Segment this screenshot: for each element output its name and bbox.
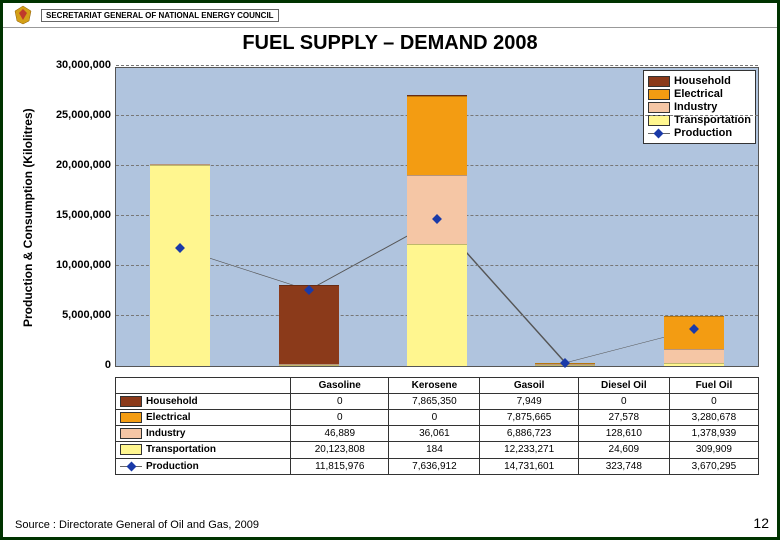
table-row: Electrical007,875,66527,5783,280,678 xyxy=(116,410,759,426)
table-cell: 1,378,939 xyxy=(669,426,758,442)
table-cell: 0 xyxy=(291,394,389,410)
row-swatch xyxy=(120,461,142,472)
table-row-header: Electrical xyxy=(116,410,291,426)
table-cell: 20,123,808 xyxy=(291,442,389,458)
table-col-header xyxy=(116,378,291,394)
y-tick: 30,000,000 xyxy=(56,59,111,71)
table-cell: 7,636,912 xyxy=(389,458,480,474)
table-cell: 7,865,350 xyxy=(389,394,480,410)
chart-title: FUEL SUPPLY – DEMAND 2008 xyxy=(3,32,777,55)
source-footer: Source : Directorate General of Oil and … xyxy=(15,519,259,531)
table-cell: 309,909 xyxy=(669,442,758,458)
table-cell: 12,233,271 xyxy=(480,442,578,458)
plot-area: HouseholdElectricalIndustryTransportatio… xyxy=(115,67,759,367)
table-row-header: Production xyxy=(116,458,291,474)
bar-segment xyxy=(279,365,339,366)
table-col-header: Fuel Oil xyxy=(669,378,758,394)
legend-swatch xyxy=(648,115,670,126)
legend-swatch xyxy=(648,89,670,100)
table-cell: 0 xyxy=(389,410,480,426)
y-tick: 0 xyxy=(105,359,111,371)
table-col-header: Kerosene xyxy=(389,378,480,394)
data-table: GasolineKeroseneGasoilDiesel OilFuel Oil… xyxy=(115,377,759,475)
row-swatch xyxy=(120,428,142,439)
table-cell: 7,949 xyxy=(480,394,578,410)
y-axis-label: Production & Consumption (Kilolitres) xyxy=(21,59,39,377)
legend-row: Production xyxy=(648,127,751,139)
chart: Production & Consumption (Kilolitres) 0 5… xyxy=(21,59,759,377)
table-row: Production11,815,9767,636,91214,731,6013… xyxy=(116,458,759,474)
table-cell: 7,875,665 xyxy=(480,410,578,426)
table-row: Transportation20,123,80818412,233,27124,… xyxy=(116,442,759,458)
bar-segment xyxy=(407,96,467,175)
table-cell: 3,670,295 xyxy=(669,458,758,474)
row-swatch xyxy=(120,396,142,407)
y-tick: 25,000,000 xyxy=(56,109,111,121)
table-cell: 14,731,601 xyxy=(480,458,578,474)
table-header-row: GasolineKeroseneGasoilDiesel OilFuel Oil xyxy=(116,378,759,394)
table-col-header: Gasoline xyxy=(291,378,389,394)
bar-segment xyxy=(664,363,724,366)
legend-label: Household xyxy=(674,75,731,87)
table-row: Household07,865,3507,94900 xyxy=(116,394,759,410)
y-ticks: 0 5,000,000 10,000,000 15,000,000 20,000,000… xyxy=(39,59,115,377)
table-col-header: Diesel Oil xyxy=(578,378,669,394)
legend-row: Household xyxy=(648,75,751,87)
table-row-header: Household xyxy=(116,394,291,410)
y-tick: 15,000,000 xyxy=(56,209,111,221)
bar-segment xyxy=(279,285,339,364)
legend-label: Production xyxy=(674,127,732,139)
legend-swatch xyxy=(648,76,670,87)
table-cell: 6,886,723 xyxy=(480,426,578,442)
table-cell: 46,889 xyxy=(291,426,389,442)
page-number: 12 xyxy=(753,515,769,531)
legend-swatch xyxy=(648,130,670,137)
table-cell: 0 xyxy=(669,394,758,410)
legend-label: Industry xyxy=(674,101,717,113)
table-row-header: Industry xyxy=(116,426,291,442)
legend: HouseholdElectricalIndustryTransportatio… xyxy=(643,70,756,144)
table-cell: 24,609 xyxy=(578,442,669,458)
legend-row: Industry xyxy=(648,101,751,113)
bar-column xyxy=(407,95,467,366)
y-tick: 10,000,000 xyxy=(56,259,111,271)
table-row: Industry46,88936,0616,886,723128,6101,37… xyxy=(116,426,759,442)
table-cell: 128,610 xyxy=(578,426,669,442)
gridline xyxy=(116,65,758,66)
table-cell: 36,061 xyxy=(389,426,480,442)
table-cell: 323,748 xyxy=(578,458,669,474)
bar-segment xyxy=(664,349,724,363)
table-cell: 184 xyxy=(389,442,480,458)
table-cell: 3,280,678 xyxy=(669,410,758,426)
table-cell: 0 xyxy=(291,410,389,426)
bar-segment xyxy=(150,165,210,366)
crest-icon xyxy=(11,5,35,25)
table-cell: 27,578 xyxy=(578,410,669,426)
bar-segment xyxy=(407,175,467,244)
table-row-header: Transportation xyxy=(116,442,291,458)
bar-column xyxy=(150,164,210,366)
header-bar: SECRETARIAT GENERAL OF NATIONAL ENERGY C… xyxy=(3,3,777,28)
table-col-header: Gasoil xyxy=(480,378,578,394)
y-tick: 5,000,000 xyxy=(62,309,111,321)
row-swatch xyxy=(120,412,142,423)
legend-swatch xyxy=(648,102,670,113)
y-tick: 20,000,000 xyxy=(56,159,111,171)
org-name: SECRETARIAT GENERAL OF NATIONAL ENERGY C… xyxy=(41,9,279,22)
legend-label: Electrical xyxy=(674,88,723,100)
table-cell: 11,815,976 xyxy=(291,458,389,474)
bar-column xyxy=(279,285,339,366)
table-cell: 0 xyxy=(578,394,669,410)
production-marker xyxy=(560,358,570,368)
row-swatch xyxy=(120,444,142,455)
slide: SECRETARIAT GENERAL OF NATIONAL ENERGY C… xyxy=(0,0,780,540)
bar-segment xyxy=(407,244,467,366)
legend-row: Electrical xyxy=(648,88,751,100)
